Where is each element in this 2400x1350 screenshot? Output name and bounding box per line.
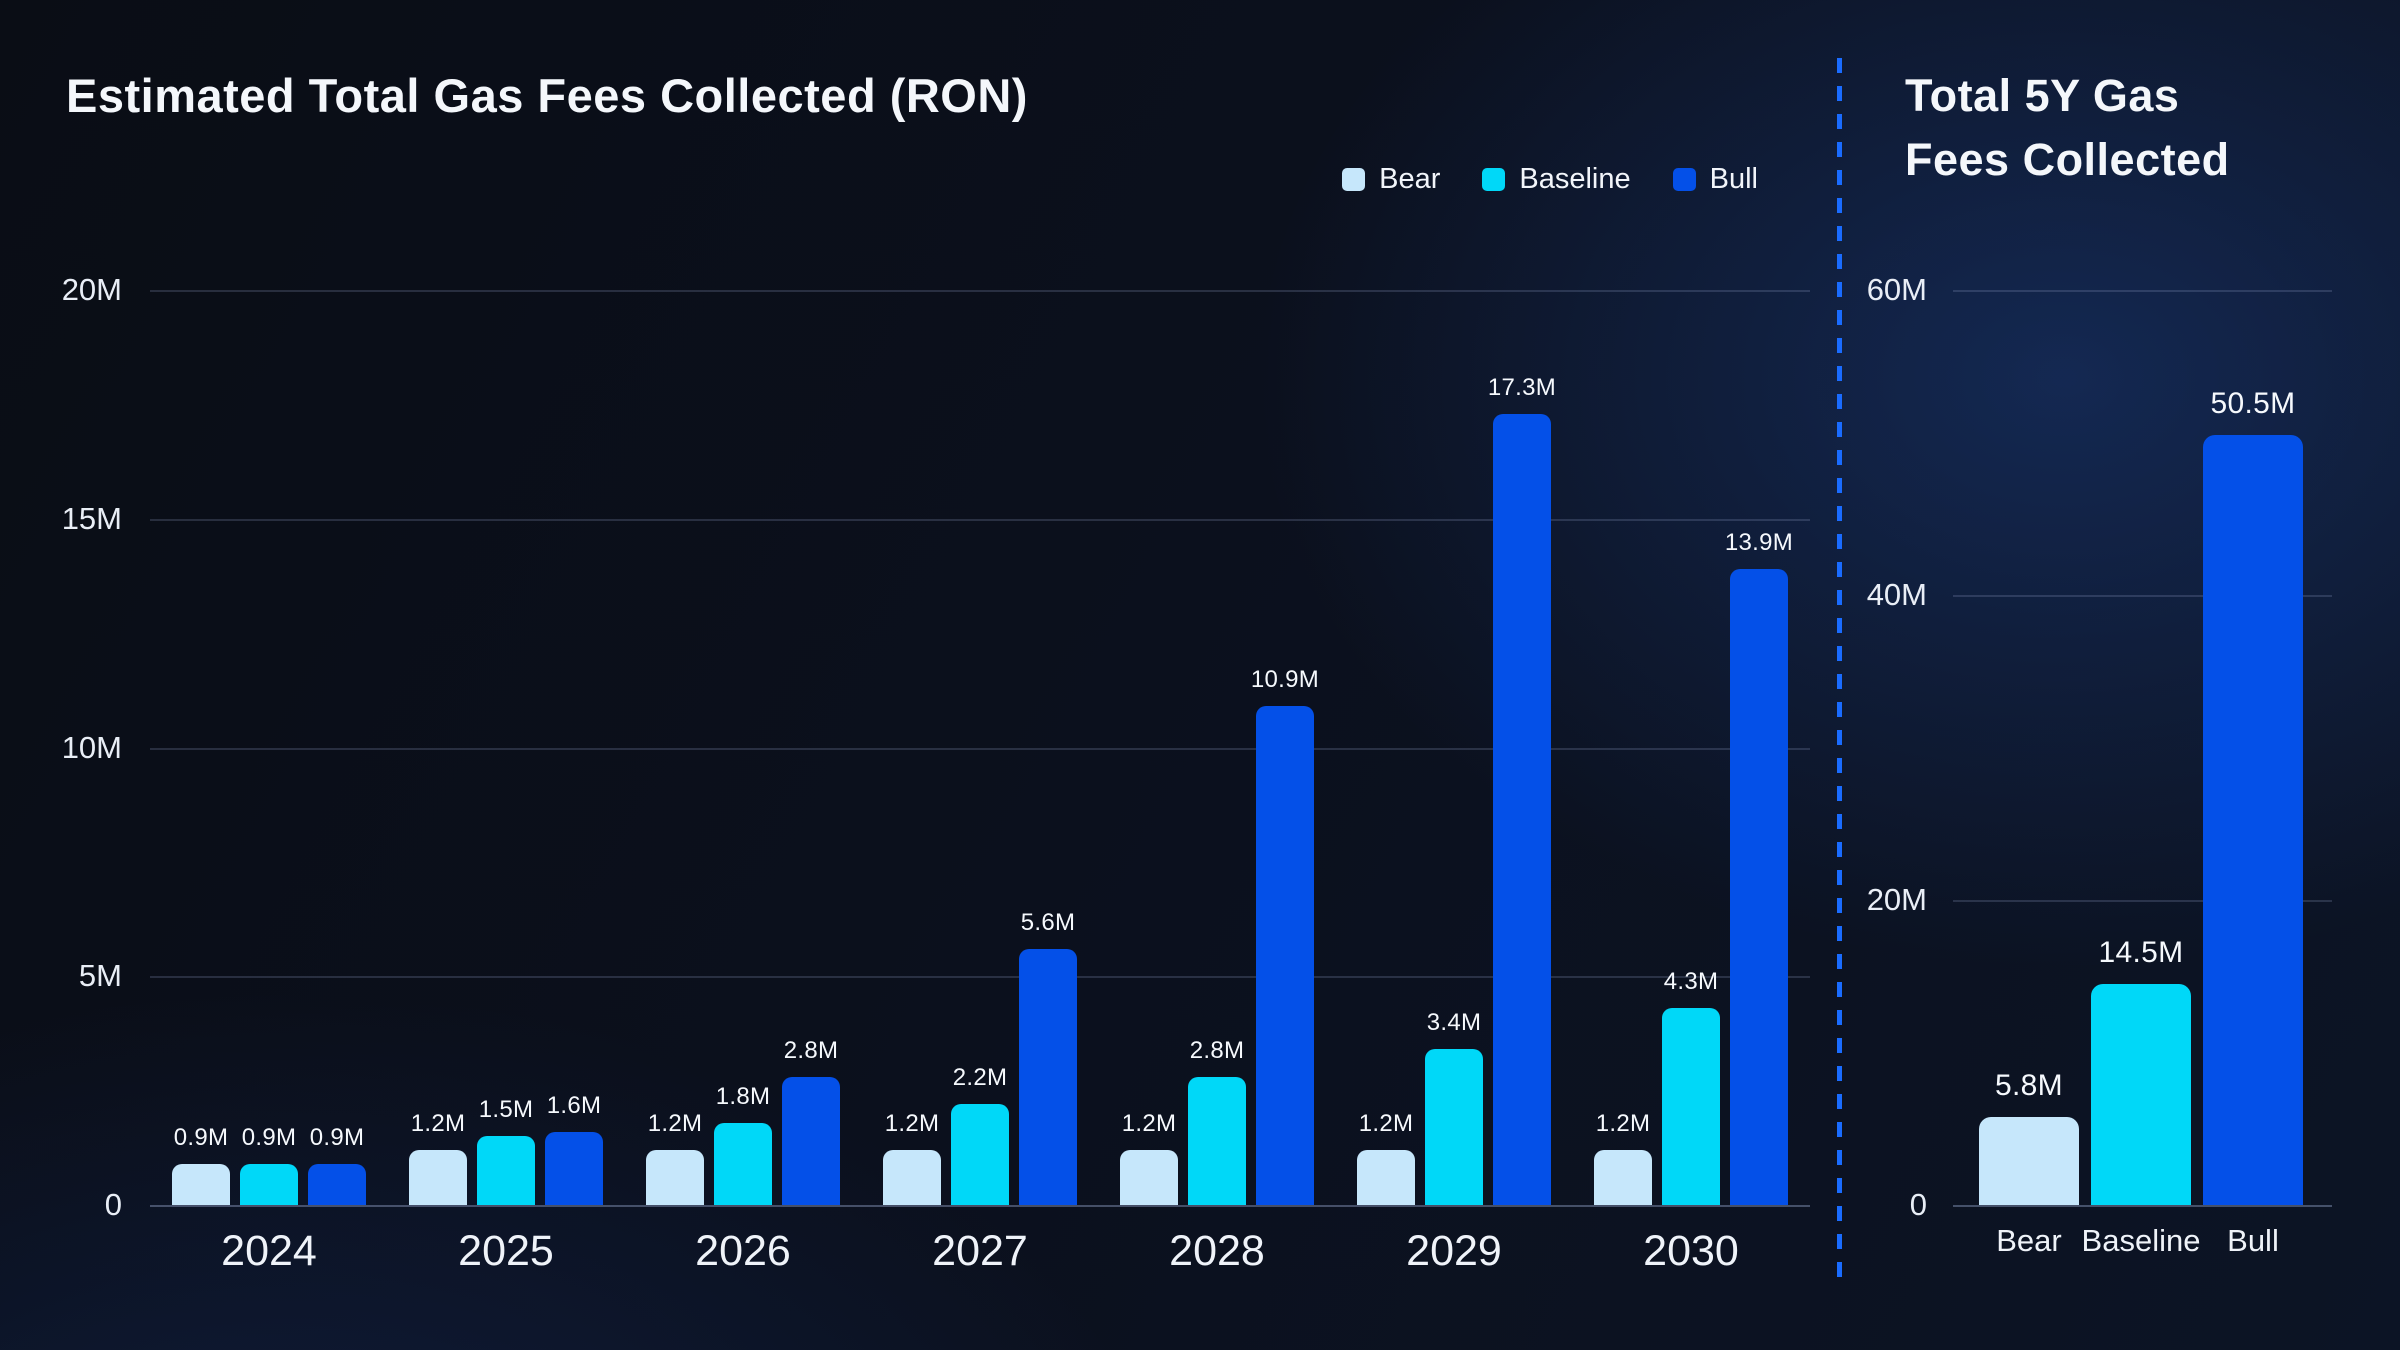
bar-value-label-bear-2029: 1.2M: [1358, 1110, 1414, 1137]
bar-value-label-bull-2028: 10.9M: [1250, 666, 1320, 693]
bar-value-label-bull-2030: 13.9M: [1724, 529, 1794, 556]
bar-total-baseline: [2091, 984, 2191, 1205]
bar-value-label-bull-2025: 1.6M: [546, 1092, 602, 1119]
bar-value-label-baseline-2029: 3.4M: [1426, 1009, 1482, 1036]
bar-value-label-bear-2025: 1.2M: [410, 1110, 466, 1137]
bar-bull-2024: [308, 1164, 366, 1205]
bar-value-label-bear-2026: 1.2M: [647, 1110, 703, 1137]
y-axis-tick-label: 15M: [61, 501, 122, 536]
x-axis-label-2025: 2025: [458, 1227, 554, 1275]
gridline-10M: [150, 748, 1810, 750]
left-chart-plot: 20M 15M 10M 5M 0 0.9M 0.9M 0.9M 2024 1.2M 1.5M 1.6M…: [62, 272, 1810, 1275]
bar-value-label-total-baseline: 14.5M: [2098, 936, 2184, 969]
x-axis-label-bear: Bear: [1996, 1223, 2062, 1258]
bar-value-label-bull-2026: 2.8M: [783, 1037, 839, 1064]
x-axis-label-2026: 2026: [695, 1227, 791, 1275]
legend-label-bull: Bull: [1709, 163, 1758, 195]
gridline-5M: [150, 976, 1810, 978]
bar-bear-2027: [883, 1150, 941, 1205]
x-axis-label-2030: 2030: [1643, 1227, 1739, 1275]
bar-value-label-bear-2027: 1.2M: [884, 1110, 940, 1137]
bar-value-label-baseline-2026: 1.8M: [715, 1083, 771, 1110]
x-axis-label-bull: Bull: [2227, 1223, 2279, 1258]
right-chart-title: Total 5Y Gas Fees Collected: [1905, 64, 2230, 192]
legend-item-baseline: Baseline: [1482, 163, 1631, 196]
bar-bull-2029: [1493, 414, 1551, 1205]
y-axis-tick-label: 40M: [1866, 577, 1927, 612]
gridline-15M: [150, 519, 1810, 521]
legend-item-bull: Bull: [1672, 163, 1758, 196]
right-chart-title-line-1: Total 5Y Gas: [1905, 70, 2180, 121]
bar-value-label-bull-2024: 0.9M: [309, 1124, 365, 1151]
bar-bull-2025: [545, 1132, 603, 1205]
legend-swatch-baseline-icon: [1482, 168, 1506, 191]
legend-swatch-bear-icon: [1342, 168, 1366, 191]
gridline-20M: [1953, 900, 2332, 902]
bar-total-bull: [2203, 435, 2303, 1205]
gridline-20M: [150, 290, 1810, 292]
y-axis-tick-label: 20M: [1866, 882, 1927, 917]
legend-label-bear: Bear: [1379, 163, 1441, 195]
bar-value-label-bull-2029: 17.3M: [1487, 374, 1557, 401]
bar-value-label-bear-2024: 0.9M: [173, 1124, 229, 1151]
bar-baseline-2029: [1425, 1049, 1483, 1205]
y-axis-tick-label: 0: [104, 1187, 122, 1222]
x-axis-line: [150, 1205, 1810, 1207]
bar-baseline-2025: [477, 1136, 535, 1205]
bar-baseline-2030: [1662, 1008, 1720, 1205]
legend: Bear Baseline Bull: [1342, 163, 1758, 196]
bar-bear-2028: [1120, 1150, 1178, 1205]
x-axis-label-2029: 2029: [1406, 1227, 1502, 1275]
legend-label-baseline: Baseline: [1519, 163, 1631, 195]
bar-value-label-bear-2028: 1.2M: [1121, 1110, 1177, 1137]
bar-value-label-total-bull: 50.5M: [2210, 387, 2296, 420]
y-axis-tick-label: 0: [1909, 1187, 1927, 1222]
x-axis-label-2027: 2027: [932, 1227, 1028, 1275]
x-axis-label-2028: 2028: [1169, 1227, 1265, 1275]
legend-swatch-bull-icon: [1672, 168, 1696, 191]
bar-value-label-bear-2030: 1.2M: [1595, 1110, 1651, 1137]
bar-baseline-2027: [951, 1104, 1009, 1205]
right-chart-plot: 60M 40M 20M 0 5.8M Bear 14.5M Baseline 50.5M Bull: [1867, 272, 2332, 1258]
bar-value-label-bull-2027: 5.6M: [1020, 909, 1076, 936]
bar-bull-2030: [1730, 569, 1788, 1205]
bar-bear-2029: [1357, 1150, 1415, 1205]
gridline-40M: [1953, 595, 2332, 597]
bar-baseline-2026: [714, 1123, 772, 1205]
bar-value-label-baseline-2024: 0.9M: [241, 1124, 297, 1151]
bar-value-label-baseline-2030: 4.3M: [1663, 968, 1719, 995]
y-axis-tick-label: 5M: [78, 958, 122, 993]
bar-bear-2030: [1594, 1150, 1652, 1205]
bar-bear-2025: [409, 1150, 467, 1205]
right-chart-title-line-2: Fees Collected: [1905, 133, 2230, 185]
x-axis-line: [1953, 1205, 2332, 1207]
bar-value-label-total-bear: 5.8M: [1995, 1069, 2063, 1102]
bar-bull-2027: [1019, 949, 1077, 1205]
gridline-60M: [1953, 290, 2332, 292]
left-chart-title: Estimated Total Gas Fees Collected (RON): [66, 69, 1028, 122]
bar-baseline-2024: [240, 1164, 298, 1205]
bar-bear-2026: [646, 1150, 704, 1205]
bar-value-label-baseline-2025: 1.5M: [478, 1096, 534, 1123]
bar-bull-2026: [782, 1077, 840, 1205]
bar-value-label-baseline-2028: 2.8M: [1189, 1037, 1245, 1064]
dashed-divider: [1837, 58, 1842, 1290]
bar-bull-2028: [1256, 706, 1314, 1205]
bar-bear-2024: [172, 1164, 230, 1205]
x-axis-label-2024: 2024: [221, 1227, 317, 1275]
y-axis-tick-label: 60M: [1866, 272, 1927, 307]
legend-item-bear: Bear: [1342, 163, 1440, 196]
y-axis-tick-label: 20M: [61, 272, 122, 307]
bar-baseline-2028: [1188, 1077, 1246, 1205]
x-axis-label-baseline: Baseline: [2081, 1223, 2201, 1258]
bar-total-bear: [1979, 1117, 2079, 1205]
y-axis-tick-label: 10M: [61, 730, 122, 765]
bar-value-label-baseline-2027: 2.2M: [952, 1064, 1008, 1091]
